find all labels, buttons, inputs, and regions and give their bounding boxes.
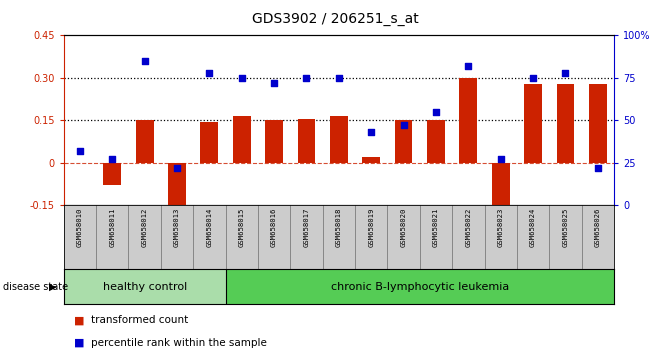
Text: percentile rank within the sample: percentile rank within the sample [91,338,266,348]
Text: GSM658023: GSM658023 [498,208,504,247]
Text: GSM658022: GSM658022 [465,208,471,247]
Bar [330,116,348,163]
Point [204,70,215,76]
Bar [298,119,315,163]
Text: disease state: disease state [3,282,68,292]
Bar [136,120,154,163]
Point [366,130,376,135]
Text: GSM658024: GSM658024 [530,208,536,247]
Text: ▶: ▶ [49,282,56,292]
Text: GSM658011: GSM658011 [109,208,115,247]
Bar [168,163,186,214]
Bar [201,122,218,163]
Point [463,63,474,69]
Text: GSM658026: GSM658026 [595,208,601,247]
Text: GSM658017: GSM658017 [303,208,309,247]
Point [398,122,409,128]
Bar [460,78,477,163]
Bar [492,163,509,219]
Text: GSM658012: GSM658012 [142,208,148,247]
Text: GSM658019: GSM658019 [368,208,374,247]
Text: transformed count: transformed count [91,315,188,325]
Point [333,75,344,81]
Text: GSM658010: GSM658010 [77,208,83,247]
Text: GSM658016: GSM658016 [271,208,277,247]
Bar [265,120,283,163]
Bar [556,84,574,163]
Point [269,80,280,86]
Point [140,58,150,64]
Text: chronic B-lymphocytic leukemia: chronic B-lymphocytic leukemia [331,282,509,292]
Point [74,148,85,154]
Bar [524,84,542,163]
Text: GSM658014: GSM658014 [207,208,213,247]
Text: GSM658020: GSM658020 [401,208,407,247]
Text: GSM658015: GSM658015 [239,208,245,247]
Text: ■: ■ [74,338,85,348]
Point [172,165,183,171]
Point [495,156,506,162]
Point [301,75,312,81]
Point [592,165,603,171]
Text: GSM658018: GSM658018 [336,208,342,247]
Text: GDS3902 / 206251_s_at: GDS3902 / 206251_s_at [252,12,419,27]
Text: GSM658013: GSM658013 [174,208,180,247]
Point [560,70,571,76]
Bar [103,163,121,185]
Bar [427,120,445,163]
Text: ■: ■ [74,315,85,325]
Bar [589,84,607,163]
Bar [362,157,380,163]
Point [527,75,538,81]
Text: GSM658025: GSM658025 [562,208,568,247]
Point [107,156,117,162]
Bar [233,116,251,163]
Point [431,109,442,115]
Text: GSM658021: GSM658021 [433,208,439,247]
Bar [395,120,413,163]
Point [236,75,247,81]
Text: healthy control: healthy control [103,282,187,292]
